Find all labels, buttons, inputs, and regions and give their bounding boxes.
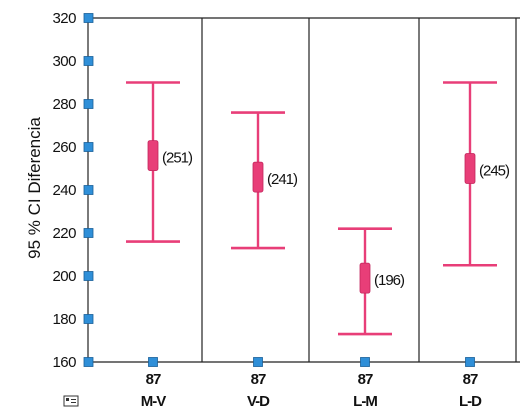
x-tick-marker xyxy=(360,357,370,367)
x-category-label: L-D xyxy=(459,393,482,410)
error-bar-m-v: (251) xyxy=(126,81,194,243)
y-tick-label: 240 xyxy=(52,182,76,199)
mean-marker xyxy=(464,153,476,184)
y-tick-marker xyxy=(83,228,94,238)
x-axis-categories: 87 M-V 87 V-D 87 L-M 87 L-D xyxy=(141,357,483,410)
data-label: (245) xyxy=(479,163,510,180)
error-bars: (251) (241) (196) (245) xyxy=(126,81,511,336)
x-tick-marker xyxy=(465,357,475,367)
y-tick-label: 280 xyxy=(52,96,76,113)
x-n-label: 87 xyxy=(358,371,373,388)
y-tick-marker xyxy=(83,271,94,281)
y-tick-label: 220 xyxy=(52,225,76,242)
mean-marker xyxy=(252,161,264,193)
x-n-label: 87 xyxy=(146,371,161,388)
y-axis-label: 95 % CI Diferencia xyxy=(25,117,44,259)
x-tick-marker xyxy=(253,357,263,367)
y-tick-label: 320 xyxy=(52,10,76,27)
error-bar-v-d: (241) xyxy=(231,111,299,250)
error-bar-l-d: (245) xyxy=(443,81,511,267)
y-tick-marker xyxy=(83,56,94,66)
data-label: (196) xyxy=(374,272,405,289)
y-tick-label: 260 xyxy=(52,139,76,156)
error-bar-l-m: (196) xyxy=(338,227,406,336)
y-tick-marker xyxy=(83,142,94,152)
grid-lines xyxy=(87,17,520,363)
y-tick-label: 300 xyxy=(52,53,76,70)
x-category-label: V-D xyxy=(247,393,270,410)
legend-icon xyxy=(63,395,79,407)
y-tick-marker xyxy=(83,185,94,195)
y-tick-marker xyxy=(83,99,94,109)
x-n-label: 87 xyxy=(251,371,266,388)
x-category-label: M-V xyxy=(141,393,166,410)
mean-marker xyxy=(359,262,371,294)
mean-marker xyxy=(147,140,159,172)
data-label: (241) xyxy=(267,171,298,188)
data-label: (251) xyxy=(162,150,193,167)
y-tick-label: 160 xyxy=(52,354,76,371)
x-category-label: L-M xyxy=(353,393,377,410)
y-tick-label: 180 xyxy=(52,311,76,328)
y-tick-marker xyxy=(83,314,94,324)
x-n-label: 87 xyxy=(463,371,478,388)
x-tick-marker xyxy=(148,357,158,367)
y-tick-label: 200 xyxy=(52,268,76,285)
y-axis-ticks: 160 180 200 220 240 260 280 300 320 xyxy=(52,10,94,371)
y-tick-marker xyxy=(83,357,94,367)
y-tick-marker xyxy=(83,13,94,23)
